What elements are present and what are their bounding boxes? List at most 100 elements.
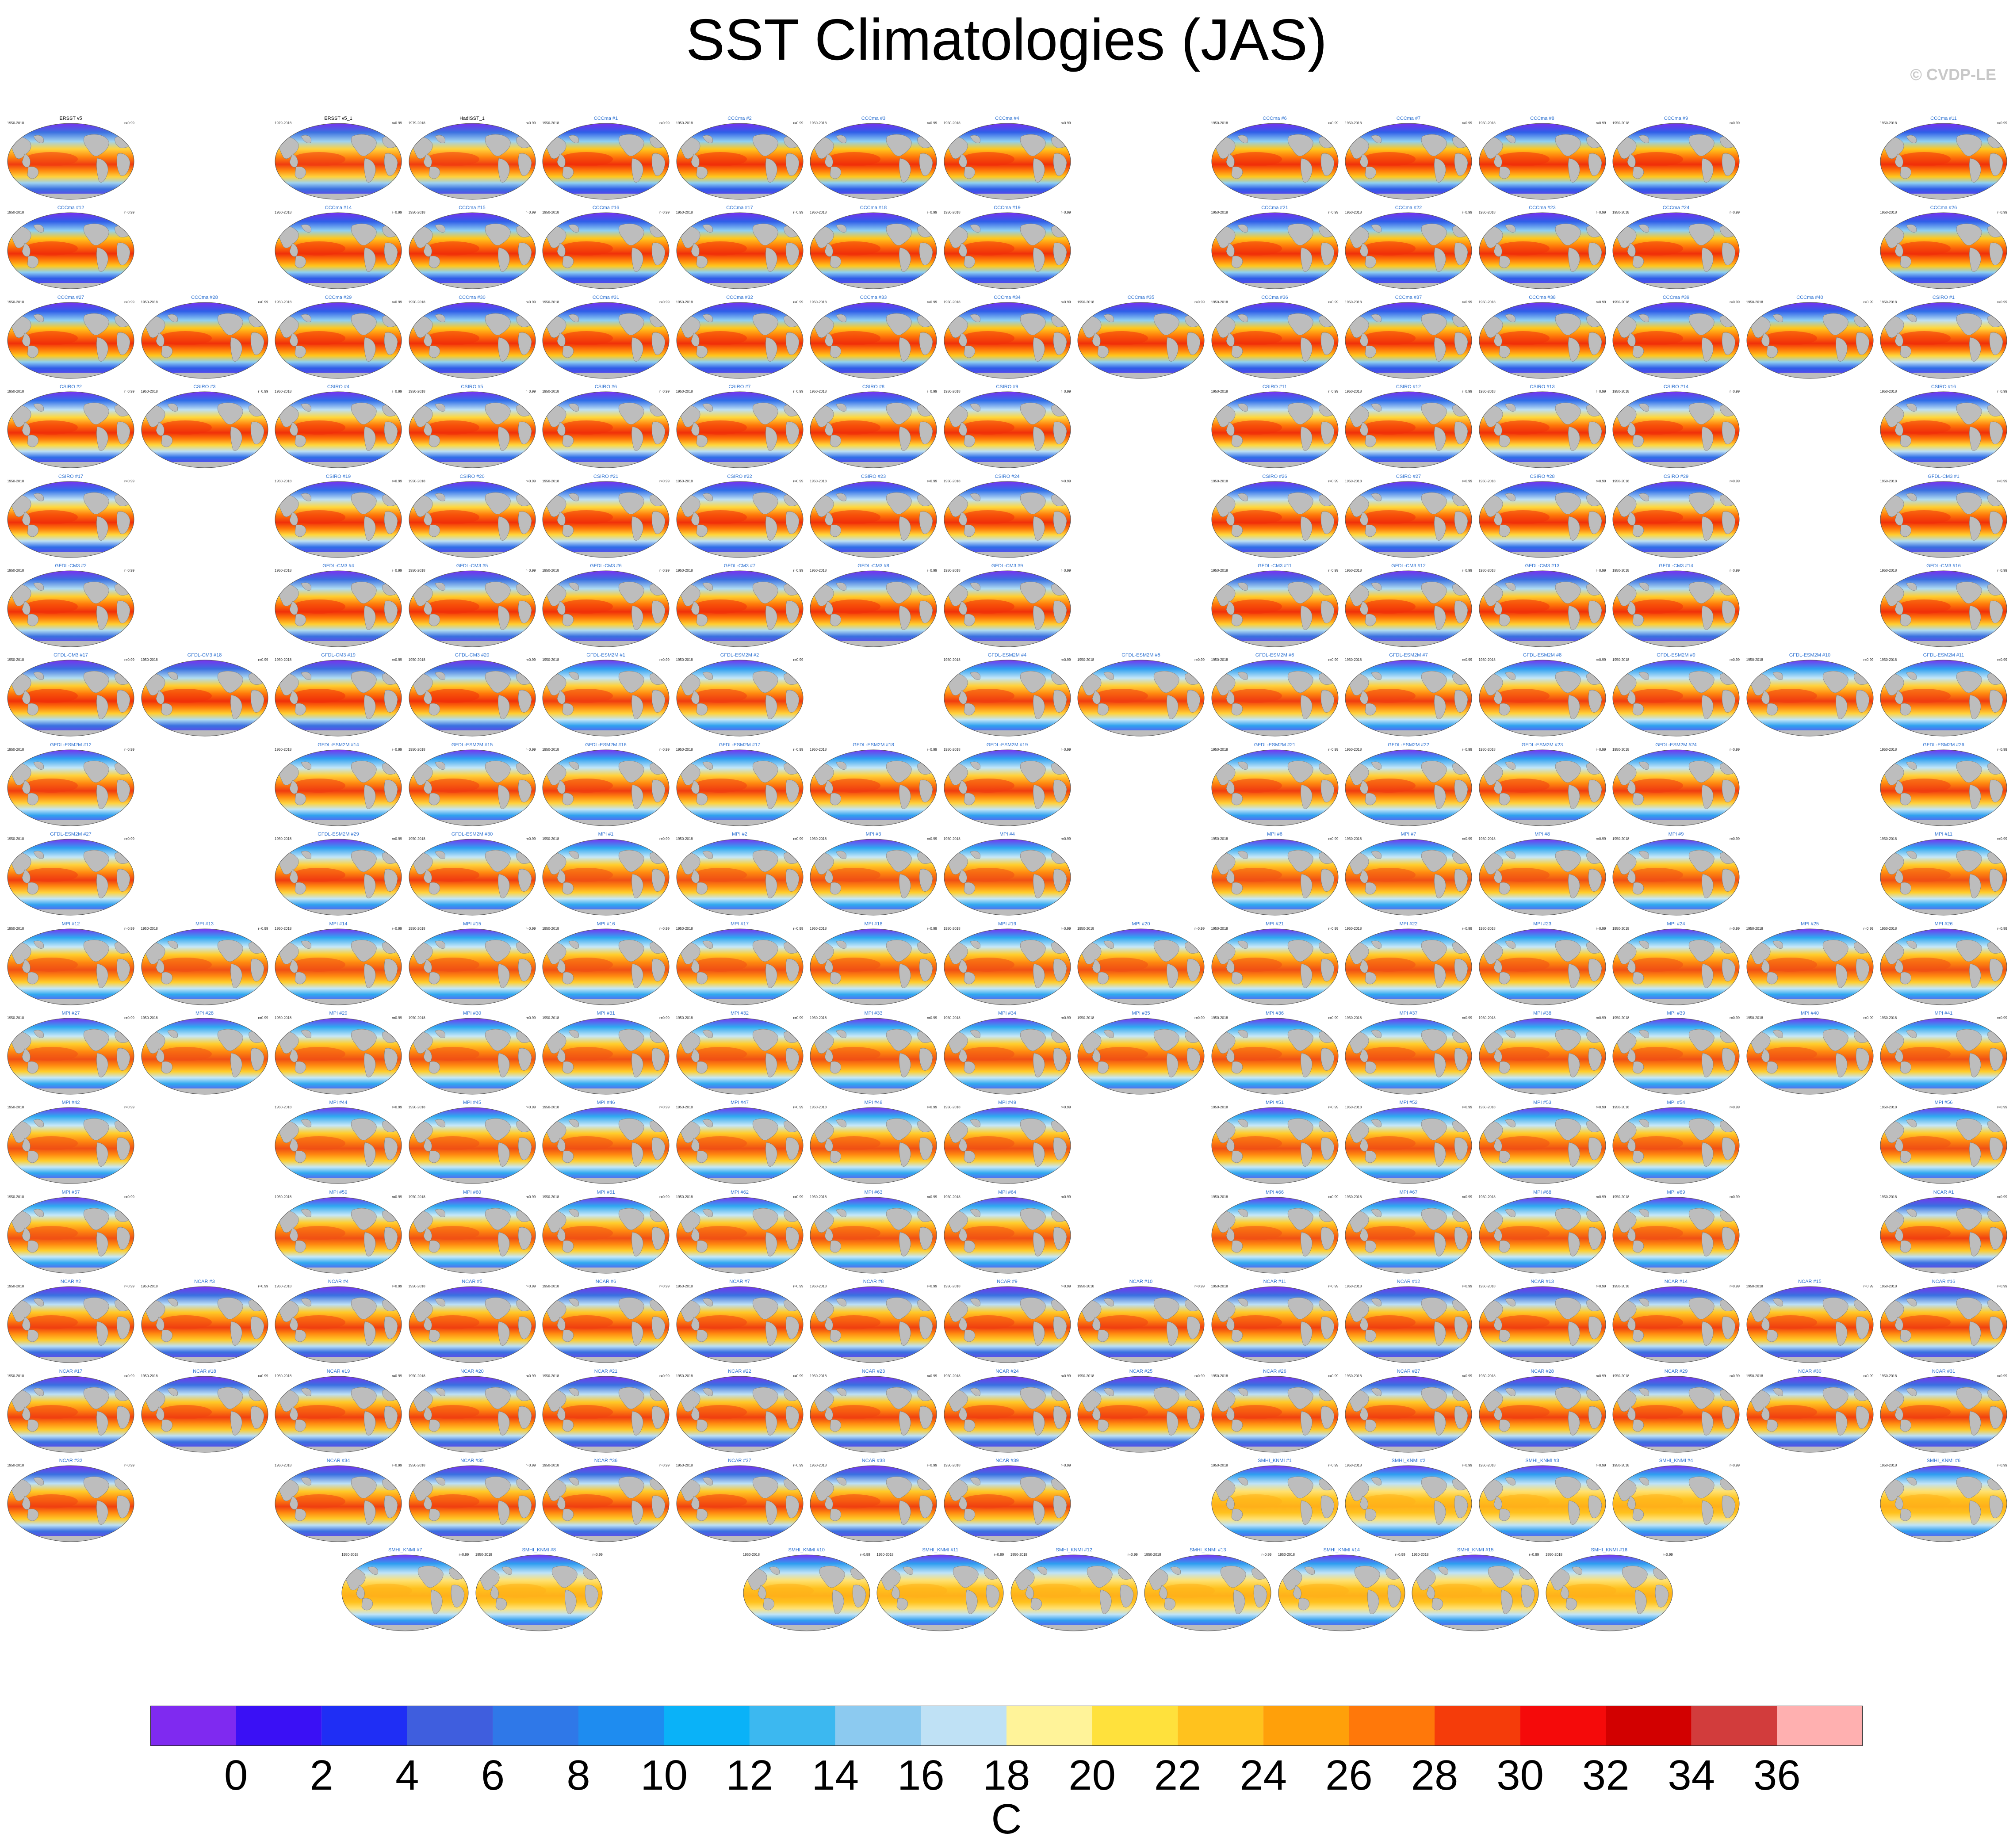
sst-map bbox=[1880, 1018, 2007, 1095]
map-panel: MPI #17 1950-2018 r=0.99 bbox=[676, 921, 804, 1005]
sst-map bbox=[1880, 660, 2007, 737]
panel-years: 1950-2018 bbox=[943, 1195, 961, 1199]
panel-r-value: r=0.99 bbox=[392, 121, 402, 125]
map-panel: NCAR #36 1950-2018 r=0.99 bbox=[542, 1458, 670, 1542]
map-panel: GFDL-CM3 #19 1950-2018 r=0.99 bbox=[275, 653, 402, 737]
map-panel: SMHI_KNMI #6 1950-2018 r=0.99 bbox=[1880, 1458, 2007, 1542]
sst-map bbox=[1077, 660, 1205, 737]
colorbar-bin bbox=[1691, 1706, 1777, 1745]
panel-years: 1950-2018 bbox=[676, 210, 693, 215]
panel-years: 1950-2018 bbox=[676, 1463, 693, 1467]
panel-title: MPI #4 bbox=[999, 832, 1015, 837]
sst-map bbox=[7, 1018, 134, 1095]
map-panel: CCCma #40 1950-2018 r=0.99 bbox=[1746, 295, 1874, 379]
map-panel: CSIRO #12 1950-2018 r=0.99 bbox=[1345, 384, 1472, 468]
map-panel: CCCma #18 1950-2018 r=0.99 bbox=[810, 205, 937, 289]
map-panel: SMHI_KNMI #14 1950-2018 r=0.99 bbox=[1278, 1547, 1405, 1631]
panel-years: 1950-2018 bbox=[1345, 300, 1362, 304]
panel-years: 1950-2018 bbox=[1211, 747, 1228, 752]
panel-years: 1950-2018 bbox=[542, 926, 559, 931]
panel-title: SMHI_KNMI #11 bbox=[922, 1547, 959, 1553]
panel-years: 1950-2018 bbox=[275, 1374, 292, 1378]
panel-title: NCAR #11 bbox=[1263, 1279, 1286, 1285]
map-panel: SMHI_KNMI #1 1950-2018 r=0.99 bbox=[1211, 1458, 1339, 1542]
panel-title: NCAR #3 bbox=[194, 1279, 215, 1285]
panel-title: SMHI_KNMI #3 bbox=[1525, 1458, 1559, 1463]
sst-map bbox=[141, 1018, 268, 1095]
panel-title: GFDL-ESM2M #2 bbox=[720, 653, 759, 658]
colorbar-tick-label: 18 bbox=[983, 1752, 1030, 1794]
sst-map bbox=[542, 123, 670, 200]
panel-title: CSIRO #9 bbox=[996, 384, 1018, 390]
panel-r-value: r=0.99 bbox=[1328, 1463, 1339, 1467]
map-panel: MPI #29 1950-2018 r=0.99 bbox=[275, 1011, 402, 1095]
sst-map bbox=[275, 749, 402, 826]
sst-map bbox=[409, 212, 536, 289]
panel-title: CSIRO #2 bbox=[59, 384, 82, 390]
sst-map bbox=[275, 1286, 402, 1363]
colorbar-bin bbox=[1006, 1706, 1092, 1745]
panel-r-value: r=0.99 bbox=[525, 210, 536, 215]
colorbar-bin bbox=[1777, 1706, 1863, 1745]
sst-map bbox=[1211, 123, 1338, 200]
panel-r-value: r=0.99 bbox=[793, 1284, 804, 1289]
panel-years: 1950-2018 bbox=[1612, 1105, 1630, 1110]
map-panel: CCCma #33 1950-2018 r=0.99 bbox=[810, 295, 937, 379]
sst-map bbox=[542, 1018, 670, 1095]
map-panel: CCCma #19 1950-2018 r=0.99 bbox=[944, 205, 1071, 289]
map-panel: CSIRO #29 1950-2018 r=0.99 bbox=[1612, 474, 1740, 558]
panel-r-value: r=0.99 bbox=[525, 569, 536, 573]
panel-r-value: r=0.99 bbox=[927, 1105, 937, 1110]
sst-map bbox=[676, 123, 803, 200]
sst-map bbox=[1211, 212, 1338, 289]
panel-title: NCAR #21 bbox=[594, 1368, 618, 1374]
panel-r-value: r=0.99 bbox=[1462, 1374, 1472, 1378]
map-panel: SMHI_KNMI #8 1950-2018 r=0.99 bbox=[475, 1547, 603, 1631]
panel-years: 1950-2018 bbox=[7, 1195, 24, 1199]
panel-years: 1950-2018 bbox=[275, 658, 292, 662]
map-panel: CCCma #11 1950-2018 r=0.99 bbox=[1880, 116, 2007, 200]
map-panel: SMHI_KNMI #7 1950-2018 r=0.99 bbox=[341, 1547, 469, 1631]
panel-title: MPI #26 bbox=[1934, 921, 1953, 927]
panel-years: 1950-2018 bbox=[275, 1463, 292, 1467]
panel-r-value: r=0.99 bbox=[927, 300, 937, 304]
map-panel: MPI #57 1950-2018 r=0.99 bbox=[7, 1190, 134, 1274]
panel-years: 1950-2018 bbox=[1880, 1374, 1897, 1378]
map-panel: MPI #3 1950-2018 r=0.99 bbox=[810, 832, 937, 916]
map-panel: NCAR #22 1950-2018 r=0.99 bbox=[676, 1369, 804, 1453]
sst-map bbox=[1880, 839, 2007, 916]
sst-map bbox=[1479, 1376, 1606, 1453]
sst-map bbox=[141, 1376, 268, 1453]
panel-r-value: r=0.99 bbox=[994, 1553, 1004, 1557]
panel-years: 1950-2018 bbox=[810, 1195, 827, 1199]
panel-years: 1950-2018 bbox=[1345, 1284, 1362, 1289]
colorbar-bin bbox=[150, 1706, 236, 1745]
panel-years: 1950-2018 bbox=[542, 479, 559, 483]
panel-title: CSIRO #16 bbox=[1931, 384, 1956, 390]
panel-r-value: r=0.99 bbox=[124, 926, 134, 931]
sst-map bbox=[944, 302, 1071, 379]
panel-title: NCAR #39 bbox=[995, 1458, 1019, 1463]
map-panel: MPI #51 1950-2018 r=0.99 bbox=[1211, 1100, 1339, 1184]
sst-map bbox=[7, 928, 134, 1005]
panel-years: 1950-2018 bbox=[141, 1374, 158, 1378]
panel-title: SMHI_KNMI #16 bbox=[1591, 1547, 1628, 1553]
sst-map bbox=[676, 1107, 803, 1184]
panel-title: CCCma #3 bbox=[861, 116, 886, 121]
panel-title: NCAR #8 bbox=[863, 1279, 884, 1285]
map-panel: GFDL-CM3 #14 1950-2018 r=0.99 bbox=[1612, 563, 1740, 647]
panel-title: NCAR #30 bbox=[1798, 1368, 1822, 1374]
sst-map bbox=[7, 839, 134, 916]
map-panel: CSIRO #19 1950-2018 r=0.99 bbox=[275, 474, 402, 558]
map-panel: MPI #25 1950-2018 r=0.99 bbox=[1746, 921, 1874, 1005]
map-panel: MPI #16 1950-2018 r=0.99 bbox=[542, 921, 670, 1005]
panel-r-value: r=0.99 bbox=[927, 1016, 937, 1020]
map-panel: NCAR #19 1950-2018 r=0.99 bbox=[275, 1369, 402, 1453]
panel-years: 1950-2018 bbox=[1478, 1284, 1496, 1289]
sst-map bbox=[1479, 212, 1606, 289]
sst-map bbox=[944, 1107, 1071, 1184]
panel-title: MPI #52 bbox=[1399, 1100, 1418, 1106]
panel-title: MPI #34 bbox=[998, 1011, 1016, 1016]
panel-title: NCAR #22 bbox=[728, 1368, 751, 1374]
sst-map bbox=[1345, 1286, 1472, 1363]
